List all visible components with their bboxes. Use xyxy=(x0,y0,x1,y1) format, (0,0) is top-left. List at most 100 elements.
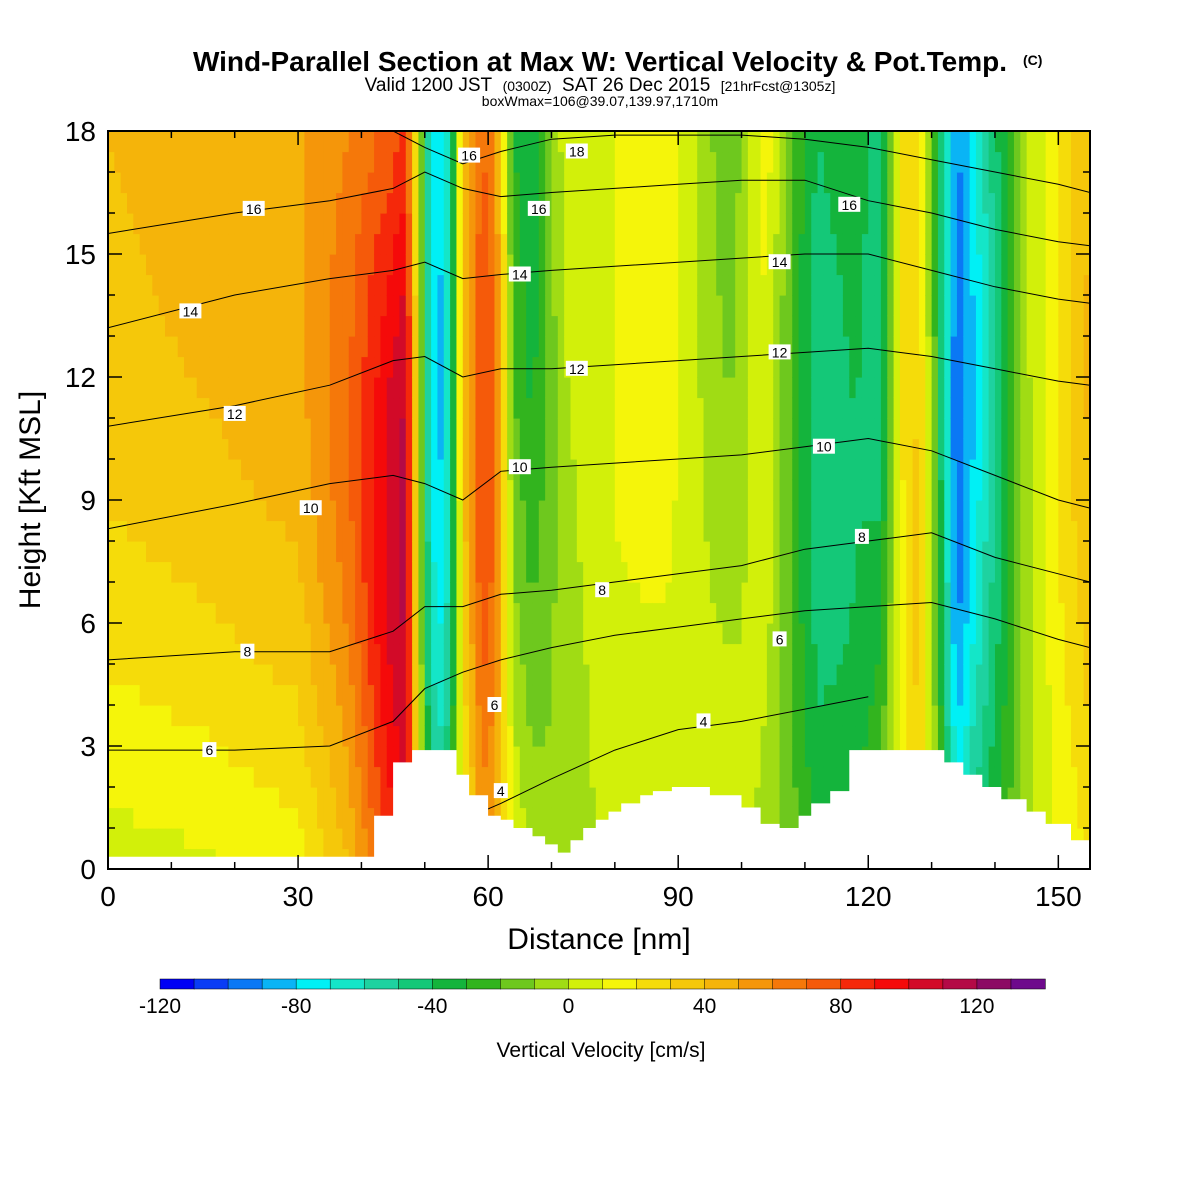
velocity-cell xyxy=(887,500,895,522)
velocity-cell xyxy=(804,561,812,583)
velocity-cell xyxy=(956,418,964,440)
velocity-cell xyxy=(551,377,559,399)
velocity-cell xyxy=(158,479,166,501)
velocity-cell xyxy=(519,500,527,522)
velocity-cell xyxy=(386,766,394,788)
velocity-cell xyxy=(893,233,901,255)
velocity-cell xyxy=(823,172,831,194)
velocity-cell xyxy=(177,561,185,583)
velocity-cell xyxy=(608,274,616,296)
velocity-cell xyxy=(253,520,261,542)
velocity-cell xyxy=(868,459,876,481)
velocity-cell xyxy=(443,459,451,481)
velocity-cell xyxy=(222,787,229,809)
velocity-cell xyxy=(969,623,977,645)
velocity-cell xyxy=(608,233,616,255)
velocity-cell xyxy=(589,746,597,768)
velocity-cell xyxy=(469,541,477,563)
velocity-cell xyxy=(690,151,698,173)
velocity-cell xyxy=(912,582,920,604)
velocity-cell xyxy=(963,336,971,358)
velocity-cell xyxy=(817,377,825,399)
velocity-cell xyxy=(228,828,236,850)
velocity-cell xyxy=(766,787,774,809)
velocity-cell xyxy=(146,397,153,419)
velocity-cell xyxy=(336,705,344,727)
velocity-cell xyxy=(133,192,141,214)
velocity-cell xyxy=(443,377,451,399)
velocity-cell xyxy=(361,643,369,665)
velocity-cell xyxy=(709,479,717,501)
velocity-cell xyxy=(146,356,153,378)
velocity-cell xyxy=(526,561,534,583)
velocity-cell xyxy=(659,172,667,194)
velocity-cell xyxy=(412,295,420,317)
velocity-cell xyxy=(798,541,806,563)
velocity-cell xyxy=(880,643,888,665)
velocity-cell xyxy=(222,746,229,768)
velocity-cell xyxy=(317,418,325,440)
velocity-cell xyxy=(456,336,464,358)
velocity-cell xyxy=(570,131,578,153)
velocity-cell xyxy=(627,705,635,727)
velocity-cell xyxy=(950,746,958,768)
velocity-cell xyxy=(545,336,553,358)
velocity-cell xyxy=(551,213,559,235)
velocity-cell xyxy=(532,807,540,829)
velocity-cell xyxy=(127,233,134,255)
velocity-cell xyxy=(475,213,483,235)
velocity-cell xyxy=(412,315,420,337)
velocity-cell xyxy=(190,356,198,378)
velocity-cell xyxy=(462,643,470,665)
velocity-cell xyxy=(336,418,344,440)
velocity-cell xyxy=(488,377,496,399)
velocity-cell xyxy=(127,643,134,665)
velocity-cell xyxy=(868,233,876,255)
velocity-cell xyxy=(817,336,825,358)
velocity-cell xyxy=(272,787,280,809)
velocity-cell xyxy=(570,787,578,809)
velocity-cell xyxy=(374,684,382,706)
velocity-cell xyxy=(722,541,730,563)
velocity-cell xyxy=(247,520,255,542)
velocity-cell xyxy=(127,787,134,809)
velocity-cell xyxy=(146,787,153,809)
velocity-cell xyxy=(874,664,882,686)
velocity-cell xyxy=(367,520,375,542)
velocity-cell xyxy=(380,315,388,337)
velocity-cell xyxy=(361,705,369,727)
velocity-cell xyxy=(431,172,439,194)
velocity-cell xyxy=(241,561,248,583)
velocity-cell xyxy=(450,664,458,686)
velocity-cell xyxy=(222,295,229,317)
velocity-cell xyxy=(475,664,483,686)
velocity-cell xyxy=(557,213,565,235)
velocity-cell xyxy=(576,397,584,419)
velocity-cell xyxy=(614,172,622,194)
velocity-cell xyxy=(589,151,597,173)
velocity-cell xyxy=(671,582,679,604)
velocity-cell xyxy=(874,561,882,583)
velocity-cell xyxy=(564,254,572,276)
velocity-cell xyxy=(513,397,521,419)
velocity-cell xyxy=(918,315,926,337)
velocity-cell xyxy=(488,233,496,255)
velocity-cell xyxy=(754,315,762,337)
velocity-cell xyxy=(443,213,451,235)
velocity-cell xyxy=(405,520,413,542)
velocity-cell xyxy=(317,766,325,788)
velocity-cell xyxy=(633,192,641,214)
velocity-cell xyxy=(861,213,869,235)
velocity-cell xyxy=(215,787,223,809)
velocity-cell xyxy=(551,131,559,153)
velocity-cell xyxy=(874,705,882,727)
velocity-cell xyxy=(925,213,933,235)
velocity-cell xyxy=(925,315,933,337)
velocity-cell xyxy=(817,643,825,665)
velocity-cell xyxy=(114,500,122,522)
velocity-cell xyxy=(158,582,166,604)
velocity-cell xyxy=(139,684,147,706)
velocity-cell xyxy=(830,336,838,358)
velocity-cell xyxy=(931,336,939,358)
velocity-cell xyxy=(823,520,831,542)
